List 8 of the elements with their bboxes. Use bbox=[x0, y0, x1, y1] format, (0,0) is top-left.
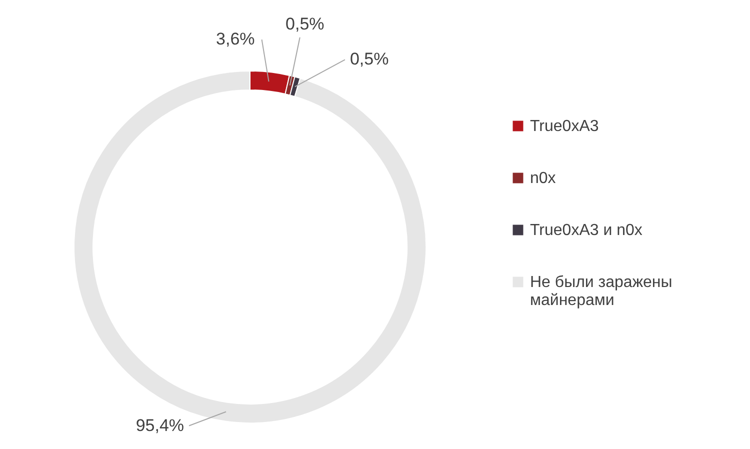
data-label: 95,4% bbox=[136, 416, 184, 435]
legend-label: Не были заражены майнерами bbox=[530, 274, 672, 309]
data-label: 3,6% bbox=[216, 30, 255, 49]
legend-label: n0x bbox=[530, 170, 556, 187]
legend-label: True0xA3 и n0x bbox=[530, 222, 642, 239]
data-label: 0,5% bbox=[350, 50, 389, 69]
legend-label: True0xA3 bbox=[530, 118, 599, 135]
data-label: 0,5% bbox=[286, 14, 324, 34]
